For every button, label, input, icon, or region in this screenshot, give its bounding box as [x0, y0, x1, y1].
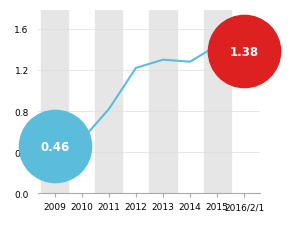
Point — [242, 50, 247, 54]
Point — [52, 145, 57, 148]
Bar — [95, 11, 123, 194]
Text: 0.46: 0.46 — [40, 140, 69, 153]
Bar — [204, 11, 231, 194]
Bar — [41, 11, 68, 194]
Bar — [149, 11, 176, 194]
Text: 1.38: 1.38 — [230, 46, 259, 59]
